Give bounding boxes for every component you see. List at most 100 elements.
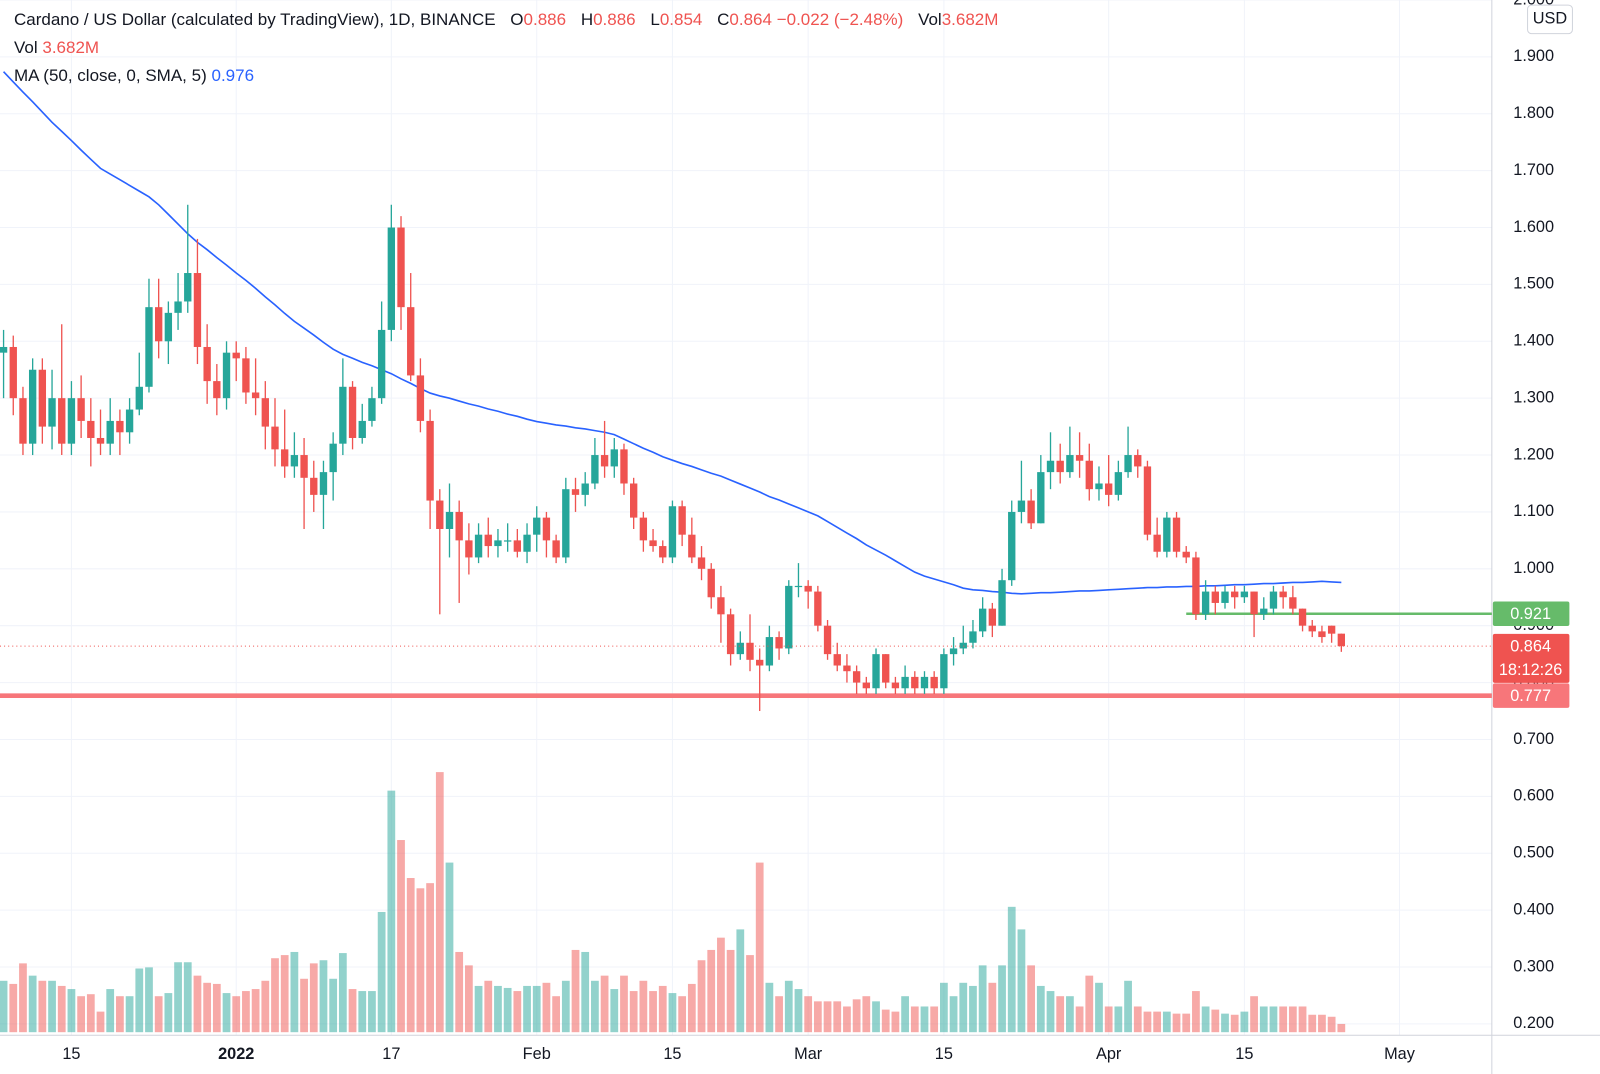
candle-body [261,398,269,427]
ma-label: MA (50, close, 0, SMA, 5) [14,66,207,85]
candle-body [882,654,890,683]
candle-body [717,597,725,615]
candle-body [67,398,76,444]
volume-bar [959,982,968,1033]
candle-body [193,273,202,347]
volume-bar [910,1006,919,1033]
volume-bar [629,991,638,1033]
candle-body [600,455,609,467]
volume-bar [1017,929,1026,1033]
volume-bar [1095,982,1103,1033]
candle-body [319,472,328,495]
candle-body [1046,460,1055,473]
candle-body [610,449,618,467]
volume-bar [1298,1006,1307,1033]
x-tick-label: May [1384,1045,1416,1063]
volume-value: 3.682M [941,10,999,29]
y-tick-label: 1.900 [1513,47,1554,65]
volume-bar [775,996,783,1033]
candle-body [1066,455,1074,473]
candle-body [1260,608,1268,615]
candle-body [668,506,677,558]
volume-bar [1172,1013,1181,1033]
candle-body [533,517,541,535]
volume-bar [1182,1013,1191,1033]
candle-body [387,227,395,330]
candle-body [1327,625,1336,634]
volume-bar [455,951,464,1033]
candle-body [1308,625,1316,632]
volume-bar [348,989,357,1033]
ohlc-label: C [717,10,730,29]
volume-bar [1230,1014,1239,1033]
candle-body [920,676,929,689]
y-tick-label: 1.600 [1513,218,1554,236]
volume-bar [1308,1014,1317,1033]
candle-body [1221,591,1229,603]
volume-bar [494,985,502,1033]
candle-body [125,409,134,433]
legend-line: Cardano / US Dollar (calculated by Tradi… [14,6,998,34]
candle-body [310,477,318,495]
volume-bar [1240,1011,1249,1033]
candle-body [184,273,192,302]
candle-body [1105,483,1113,495]
volume-bar [843,1006,851,1033]
volume-bar [1027,965,1035,1033]
candle-body [455,511,463,541]
candle-body [901,676,909,689]
y-tick-label: 0.600 [1513,787,1554,805]
x-tick-label: 15 [935,1045,953,1063]
ohlc-label: L [650,10,660,29]
volume-bar [687,983,696,1033]
volume-bar [823,1001,832,1033]
volume-bar [1201,1006,1210,1033]
candle-body [581,483,589,495]
volume-bar [116,996,124,1033]
volume-bar [1318,1014,1326,1033]
candle-body [940,654,948,689]
volume-bar [309,963,318,1033]
volume-bar [271,958,279,1033]
candle-body [58,398,66,444]
volume-bar [280,955,289,1033]
candle-body [872,654,880,689]
volume-bar [406,878,415,1033]
volume-bar [639,980,648,1033]
candle-body [106,420,114,444]
volume-bar [174,962,182,1033]
candle-body [697,557,706,569]
change: −0.022 (−2.48%) [776,10,904,29]
volume-bar [145,967,153,1033]
volume-bar [561,980,570,1033]
volume-bar [969,985,977,1033]
volume-bar [222,993,231,1033]
volume-bar [532,985,541,1033]
volume-bar [300,978,308,1033]
candle-body [242,358,250,393]
volume-bar [620,975,628,1033]
candle-body [862,682,871,689]
candle-body [251,392,260,399]
candle-body [513,540,522,552]
price-label-box [1492,601,1570,626]
candle-body [1289,597,1297,609]
volume-value: 3.682M [42,38,100,57]
volume-bar [649,991,657,1033]
volume-bar [872,1001,880,1033]
volume-bar [503,987,512,1033]
ohlc-value: 0.864 [729,10,772,29]
volume-bar [591,980,599,1033]
candle-body [911,676,919,689]
candle-body [116,420,124,433]
candle-body [542,517,551,541]
volume-bar [736,929,745,1033]
candle-body [164,312,173,342]
volume-bar [319,960,328,1033]
y-tick-label: 0.200 [1513,1014,1554,1032]
volume-bar [726,949,735,1033]
candle-body [804,585,812,592]
volume-bar [901,996,909,1033]
x-tick-label: 15 [62,1045,80,1063]
